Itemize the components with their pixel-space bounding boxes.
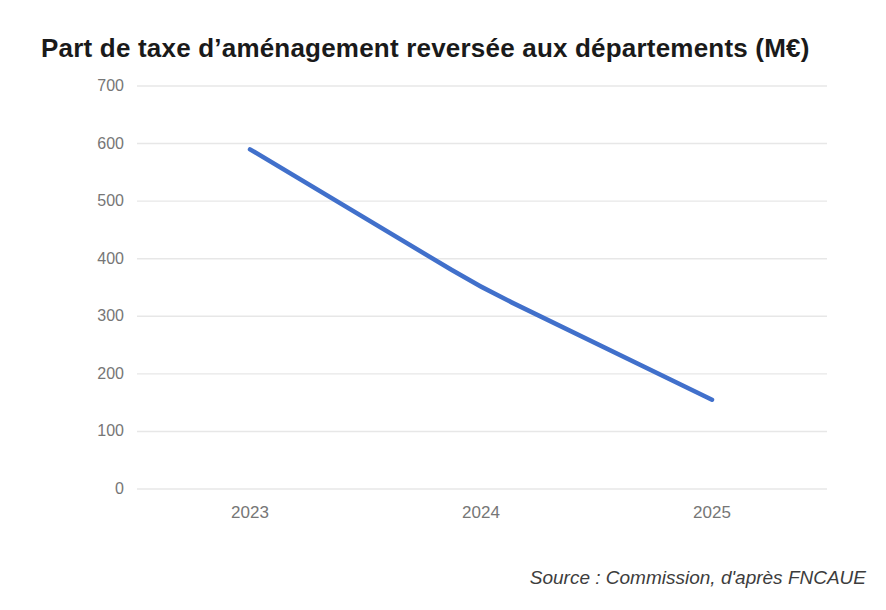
y-tick-label: 100 xyxy=(40,421,124,441)
y-tick-label: 700 xyxy=(40,76,124,96)
x-tick-label: 2023 xyxy=(200,503,300,523)
y-tick-label: 0 xyxy=(40,479,124,499)
y-tick-label: 400 xyxy=(40,249,124,269)
chart: Part de taxe d’aménagement reversée aux … xyxy=(0,0,886,610)
y-tick-label: 200 xyxy=(40,364,124,384)
y-tick-label: 500 xyxy=(40,191,124,211)
y-tick-label: 600 xyxy=(40,134,124,154)
data-line xyxy=(250,149,712,399)
x-tick-label: 2025 xyxy=(662,503,762,523)
chart-source: Source : Commission, d'après FNCAUE xyxy=(530,567,866,589)
y-tick-label: 300 xyxy=(40,306,124,326)
x-tick-label: 2024 xyxy=(431,503,531,523)
